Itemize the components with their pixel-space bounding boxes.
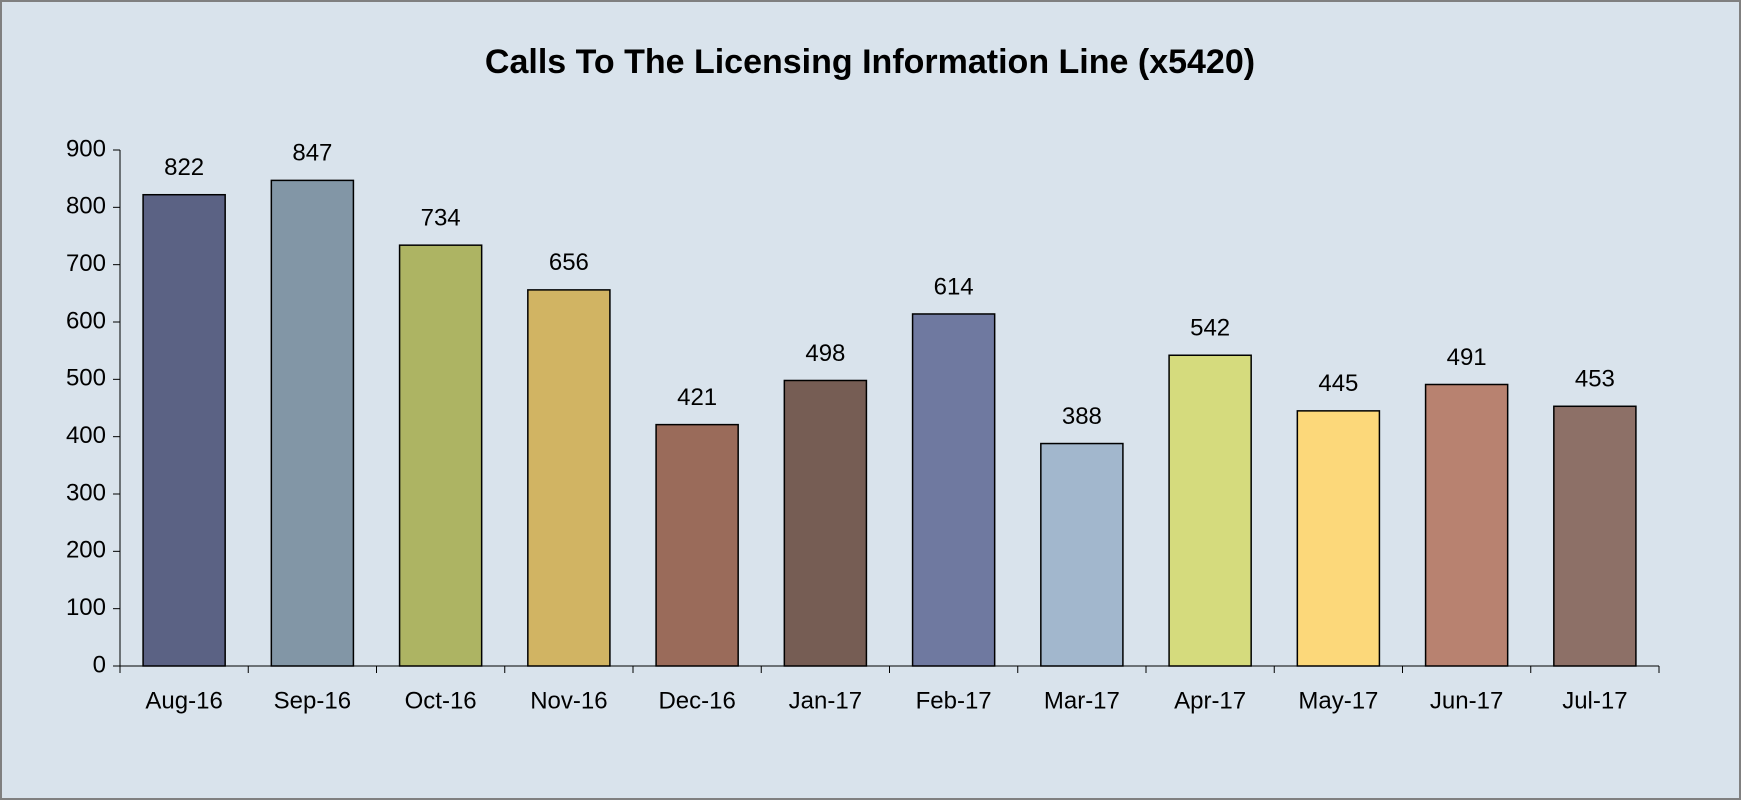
x-tick-label: Apr-17	[1174, 687, 1246, 714]
data-label: 498	[805, 340, 845, 367]
y-tick-label: 300	[66, 479, 106, 506]
data-label: 542	[1190, 315, 1230, 342]
bar	[270, 179, 355, 667]
chart-title: Calls To The Licensing Information Line …	[485, 43, 1255, 81]
data-label: 491	[1447, 344, 1487, 371]
bar	[527, 289, 611, 667]
x-tick-label: Jul-17	[1562, 687, 1627, 714]
data-label: 734	[421, 205, 461, 232]
y-tick-label: 800	[66, 193, 106, 220]
bar	[1168, 354, 1252, 667]
data-label: 388	[1062, 403, 1102, 430]
bar	[398, 244, 483, 667]
y-tick-label: 200	[66, 537, 106, 564]
bar	[142, 193, 226, 667]
y-tick-label: 500	[66, 365, 106, 392]
x-tick-label: Mar-17	[1044, 687, 1120, 714]
bar	[1296, 410, 1381, 667]
y-tick-label: 600	[66, 307, 106, 334]
x-tick-label: May-17	[1298, 687, 1378, 714]
bar	[783, 379, 868, 667]
x-tick-label: Feb-17	[916, 687, 992, 714]
data-label: 421	[677, 384, 717, 411]
x-tick-label: Dec-16	[658, 687, 735, 714]
data-label: 453	[1575, 366, 1615, 393]
y-tick-label: 700	[66, 250, 106, 277]
x-tick-label: Oct-16	[405, 687, 477, 714]
data-label: 847	[292, 140, 332, 167]
x-tick-label: Nov-16	[530, 687, 607, 714]
y-tick-label: 100	[66, 594, 106, 621]
y-tick-label: 400	[66, 422, 106, 449]
bar	[655, 423, 739, 667]
bar	[911, 313, 996, 667]
x-tick-label: Sep-16	[274, 687, 351, 714]
x-tick-label: Aug-16	[145, 687, 222, 714]
data-label: 822	[164, 154, 204, 181]
x-tick-label: Jun-17	[1430, 687, 1503, 714]
data-label: 445	[1318, 370, 1358, 397]
y-tick-label: 0	[93, 651, 106, 678]
data-label: 656	[549, 249, 589, 276]
y-tick-label: 900	[66, 135, 106, 162]
data-label: 614	[934, 273, 974, 300]
bar	[1553, 405, 1637, 667]
x-tick-label: Jan-17	[789, 687, 862, 714]
bar	[1040, 442, 1124, 667]
bar	[1424, 383, 1509, 667]
